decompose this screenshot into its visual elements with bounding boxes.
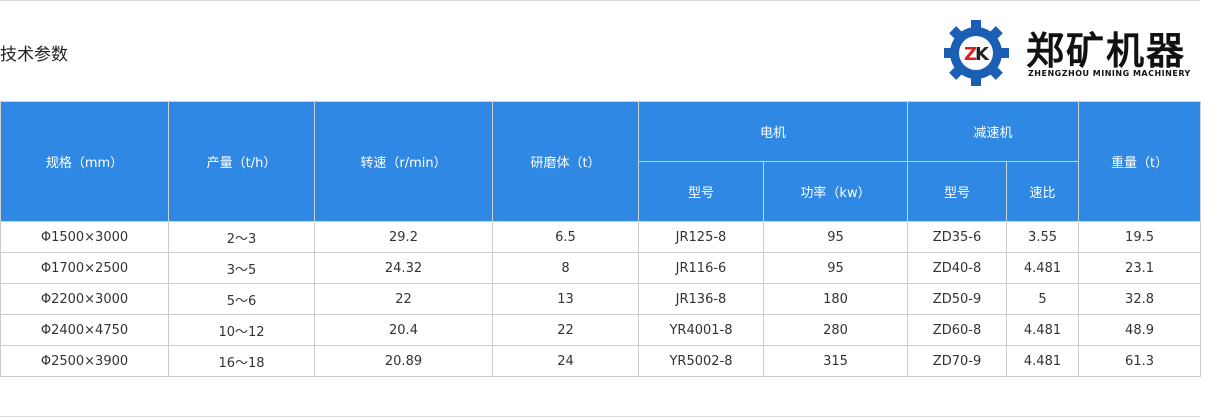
table-cell: 180 — [762, 283, 909, 315]
table-cell: 95 — [762, 252, 909, 284]
bottom-divider — [0, 416, 1200, 417]
table-cell: 13 — [492, 283, 639, 315]
table-cell: 48.9 — [1078, 314, 1202, 346]
section-title: 技术参数 — [0, 45, 68, 65]
table-cell: 315 — [762, 345, 909, 377]
table-cell: 61.3 — [1078, 345, 1202, 377]
table-row: Φ2500×3900 16～18 20.89 24 YR5002-8 315 ZD70-9 4… — [0, 345, 1202, 377]
table-cell: 20.89 — [314, 345, 493, 377]
table-cell: YR5002-8 — [638, 345, 764, 377]
table-cell: JR125-8 — [638, 221, 764, 253]
header-motor: 电机 — [637, 101, 909, 162]
table-cell: JR136-8 — [638, 283, 764, 315]
table-cell: 16～18 — [168, 345, 315, 377]
header-reducer: 减速机 — [907, 101, 1080, 162]
table-cell: JR116-6 — [638, 252, 764, 284]
table-cell: Φ1700×2500 — [0, 252, 169, 284]
table-row: Φ2200×3000 5～6 22 13 JR136-8 180 ZD50-9 5 32.8 — [0, 283, 1202, 315]
table-cell: 32.8 — [1078, 283, 1202, 315]
table-cell: 10～12 — [168, 314, 315, 346]
table-row: Φ1700×2500 3～5 24.32 8 JR116-6 95 ZD40-8 4.481 2… — [0, 252, 1202, 284]
table-cell: 4.481 — [1006, 252, 1080, 284]
table-cell: 3～5 — [168, 252, 315, 284]
table-cell: Φ1500×3000 — [0, 221, 169, 253]
table-cell: 29.2 — [314, 221, 493, 253]
table-cell: Φ2400×4750 — [0, 314, 169, 346]
table-cell: 95 — [762, 221, 909, 253]
header-spec: 规格（mm） — [0, 101, 169, 222]
logo-subtitle: ZHENGZHOU MINING MACHINERY — [1028, 69, 1191, 78]
table-row: Φ1500×3000 2～3 29.2 6.5 JR125-8 95 ZD35-6 3.55 1… — [0, 221, 1202, 253]
table-cell: 8 — [492, 252, 639, 284]
header-reducer-model: 型号 — [907, 161, 1008, 222]
table-cell: Φ2500×3900 — [0, 345, 169, 377]
table-cell: 5 — [1006, 283, 1080, 315]
table-cell: ZD35-6 — [907, 221, 1008, 253]
table-cell: 22 — [492, 314, 639, 346]
table-cell: Φ2200×3000 — [0, 283, 169, 315]
header-motor-model: 型号 — [638, 161, 764, 222]
table-cell: 22 — [314, 283, 493, 315]
table-cell: 4.481 — [1006, 345, 1080, 377]
table-cell: 24.32 — [314, 252, 493, 284]
header-output: 产量（t/h） — [168, 101, 315, 222]
spec-table: 规格（mm） 产量（t/h） 转速（r/min） 研磨体（t） 电机 减速机 重… — [0, 101, 1202, 377]
table-cell: ZD50-9 — [907, 283, 1008, 315]
company-logo: Z K 郑矿机器 ZHENGZHOU MINING MACHINERY — [943, 18, 1194, 88]
header-speed: 转速（r/min） — [314, 101, 493, 222]
logo-name: 郑矿机器 — [1026, 28, 1187, 73]
table-cell: 24 — [492, 345, 639, 377]
header-weight: 重量（t） — [1078, 101, 1202, 222]
table-row: Φ2400×4750 10～12 20.4 22 YR4001-8 280 ZD60-8 4.… — [0, 314, 1202, 346]
header-reducer-ratio: 速比 — [1006, 161, 1080, 222]
table-cell: ZD60-8 — [907, 314, 1008, 346]
svg-text:K: K — [975, 44, 990, 65]
table-cell: 20.4 — [314, 314, 493, 346]
table-cell: 5～6 — [168, 283, 315, 315]
table-cell: ZD70-9 — [907, 345, 1008, 377]
header-motor-power: 功率（kw） — [762, 161, 909, 222]
header-media: 研磨体（t） — [492, 101, 639, 222]
svg-text:Z: Z — [964, 44, 977, 65]
table-cell: 2～3 — [168, 221, 315, 253]
table-cell: ZD40-8 — [907, 252, 1008, 284]
table-cell: 19.5 — [1078, 221, 1202, 253]
top-divider — [0, 0, 1200, 1]
gear-icon: Z K — [943, 20, 1009, 86]
table-cell: YR4001-8 — [638, 314, 764, 346]
table-cell: 4.481 — [1006, 314, 1080, 346]
table-cell: 280 — [762, 314, 909, 346]
table-cell: 6.5 — [492, 221, 639, 253]
table-cell: 23.1 — [1078, 252, 1202, 284]
table-cell: 3.55 — [1006, 221, 1080, 253]
